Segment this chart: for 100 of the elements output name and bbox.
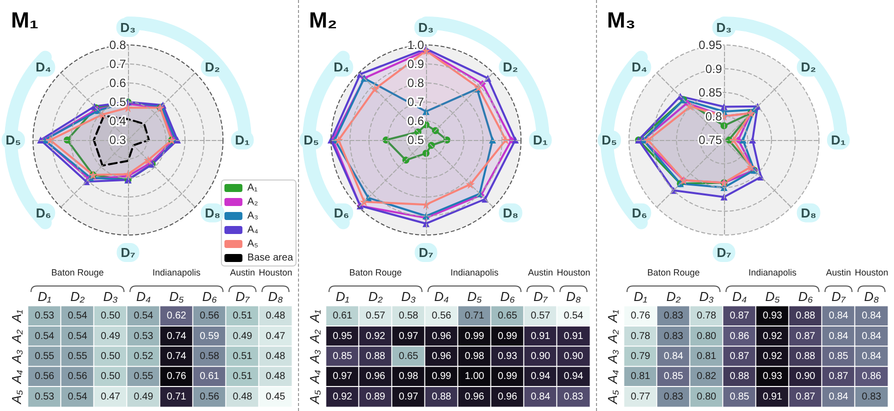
chart-title: M₁ [11,8,38,32]
data-label: 0.88 [796,351,816,362]
spoke-label: D₄ [36,60,52,75]
data-label: 0.78 [630,330,651,342]
spoke-label: D₁ [235,132,250,148]
spoke-label: D₇ [120,245,136,260]
data-label: 0.54 [68,330,88,342]
data-label: 0.87 [796,330,816,342]
x-tick-label: D₈ [268,289,284,304]
data-label: 0.93 [762,310,783,322]
data-label: 0.48 [232,391,253,402]
data-label: 0.84 [828,330,849,342]
data-label: 0.54 [68,310,88,322]
data-label: 0.78 [696,310,717,322]
data-label: 0.96 [366,371,386,382]
x-tick-label: D₁ [336,289,350,304]
y-tick-label: 0.95 [698,38,722,52]
data-label: 0.99 [498,330,518,342]
data-label: 0.79 [630,351,651,362]
y-tick-label: 0.7 [109,57,126,71]
data-label: 0.82 [696,371,717,382]
x-tick-label: D₂ [666,289,681,304]
spoke-label: D₃ [716,20,732,35]
data-label: 0.52 [134,351,154,362]
data-label: 0.56 [432,310,452,322]
y-tick-label: 0.9 [407,57,424,71]
x-tick-label: D₆ [500,289,516,304]
data-label: 0.99 [432,371,452,382]
data-label: 1.00 [464,371,485,382]
data-label: 0.90 [530,351,551,362]
data-label: 0.51 [232,351,253,362]
data-label: 0.85 [664,371,684,382]
data-label: 0.81 [630,371,651,382]
data-label: 0.88 [432,391,452,402]
x-tick-label: D₅ [169,289,185,304]
data-label: 0.92 [366,330,386,342]
data-label: 0.83 [664,391,684,402]
y-tick-label: A₂ [605,329,620,344]
data-label: 0.96 [432,330,452,342]
x-tick-label: D₇ [832,289,846,304]
x-tick-label: D₇ [236,289,250,304]
y-tick-label: A₃ [307,350,322,364]
data-label: 0.92 [332,391,353,402]
x-tick-label: D₁ [38,289,52,304]
spoke-label: D₆ [632,205,648,220]
data-label: 0.95 [332,330,353,342]
y-tick-label: 0.6 [407,114,424,128]
data-label: 0.99 [464,330,485,342]
y-tick-label: 1.0 [407,38,424,52]
text: Baton Rouge [349,268,402,278]
data-label: 0.84 [828,391,849,402]
x-tick-label: D₆ [798,289,814,304]
data-label: 0.51 [232,310,253,322]
data-label: 0.85 [828,351,849,362]
data-label: 0.88 [796,310,816,322]
y-tick-label: A₁ [307,310,322,324]
data-label: 0.87 [796,391,816,402]
data-label: 0.56 [200,310,220,322]
spoke-label: D₈ [502,205,518,220]
data-label: 0.57 [366,310,386,322]
data-label: 0.53 [34,310,55,322]
spoke-label: D₂ [204,60,220,75]
text: Baton Rouge [51,268,104,278]
data-label: 0.81 [696,351,717,362]
y-tick-label: 0.6 [109,76,126,90]
data-label: 0.53 [34,391,55,402]
y-tick-label: 0.7 [407,95,424,109]
data-label: 0.93 [762,371,783,382]
data-label: 0.55 [134,371,154,382]
data-label: 0.50 [100,310,121,322]
data-label: 0.99 [498,371,518,382]
data-label: 0.50 [100,371,121,382]
data-label: 0.56 [34,371,55,382]
y-tick-label: A₄ [307,370,322,385]
legend-label: A₃ [247,210,258,222]
data-label: 0.47 [266,330,286,342]
data-label: 0.96 [498,391,518,402]
x-tick-label: D₃ [103,289,118,304]
data-label: 0.91 [530,330,551,342]
data-label: 0.87 [730,351,750,362]
data-label: 0.84 [828,310,849,322]
data-label: 0.56 [200,391,220,402]
y-tick-label: A₃ [9,350,24,364]
spoke-label: D₆ [334,205,350,220]
data-label: 0.94 [530,371,551,382]
data-label: 0.84 [862,351,882,362]
data-label: 0.88 [730,371,750,382]
spoke-label: D₇ [716,245,732,260]
x-tick-label: D₁ [634,289,648,304]
x-tick-label: D₅ [765,289,781,304]
legend-label: A₂ [247,196,258,208]
data-label: 0.92 [762,351,783,362]
x-tick-label: D₈ [566,289,582,304]
text: Houston [258,268,292,278]
chart-title: M₂ [309,8,338,32]
spoke-label: D₃ [418,20,434,35]
text: Baton Rouge [647,268,700,278]
data-label: 0.54 [34,330,55,342]
y-tick-label: 0.4 [109,114,126,128]
data-label: 0.65 [398,351,419,362]
